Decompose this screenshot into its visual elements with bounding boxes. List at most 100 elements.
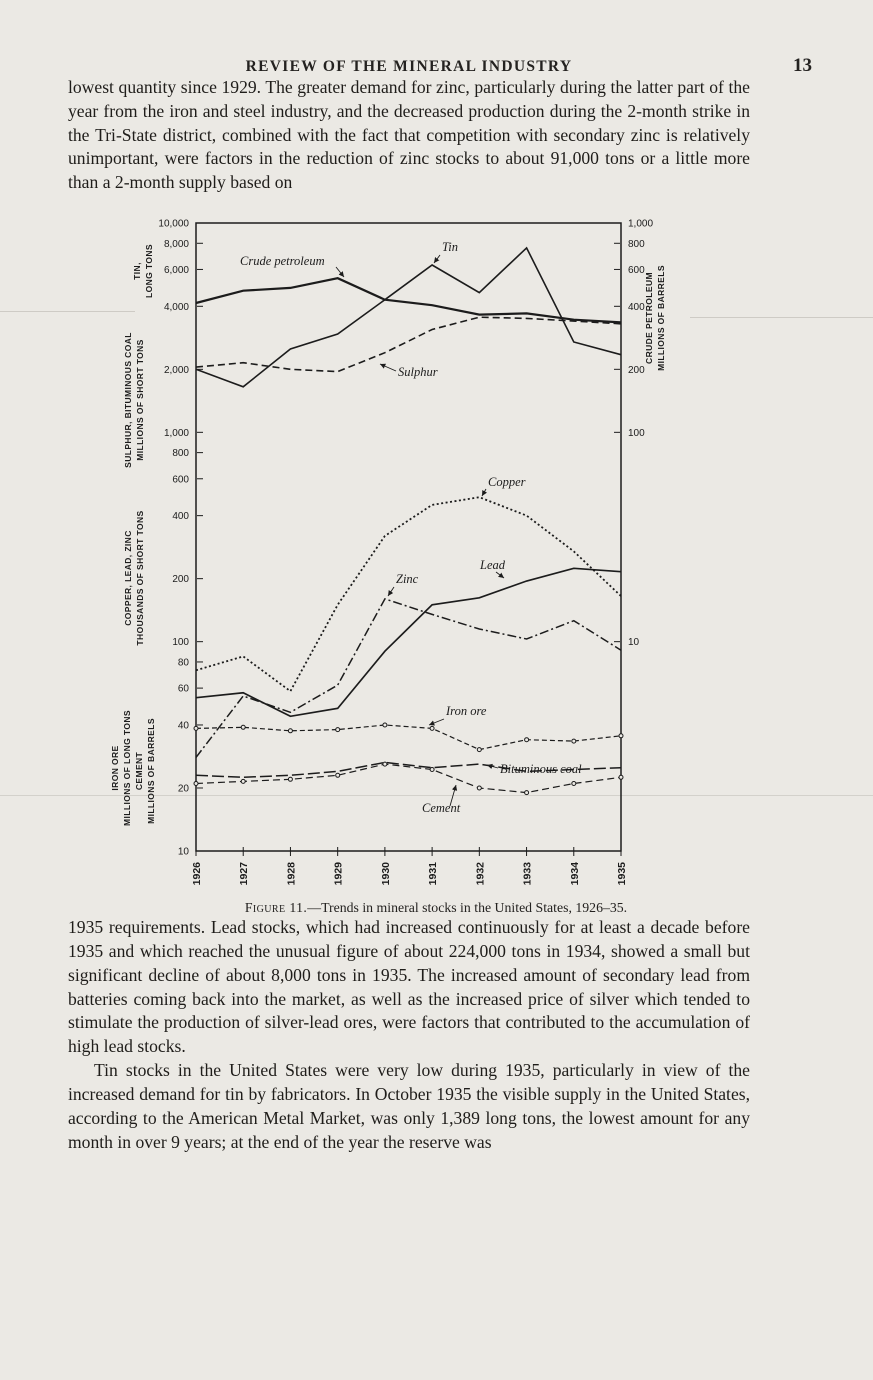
series-marker-cement xyxy=(335,772,341,778)
paragraph-lead-stocks: 1935 requirements. Lead stocks, which ha… xyxy=(68,917,750,1057)
page-content: REVIEW OF THE MINERAL INDUSTRY 13 lowest… xyxy=(68,55,812,1154)
right-axis-tick-label: 800 xyxy=(628,239,645,250)
series-marker-cement xyxy=(476,785,482,791)
x-axis-year-label: 1926 xyxy=(191,862,203,886)
x-axis-year-label: 1934 xyxy=(569,862,581,886)
series-line-iron_ore xyxy=(195,724,622,751)
series-line-cement xyxy=(195,763,622,794)
series-label-bituminous_coal: Bituminous coal xyxy=(500,762,582,776)
series-label-arrow xyxy=(449,785,458,807)
left-axis-tick-label: 8,000 xyxy=(164,239,189,250)
left-axis-tick-label: 10,000 xyxy=(158,219,189,230)
series-line-crude_petroleum xyxy=(195,277,622,324)
series-marker-iron_ore xyxy=(193,726,199,732)
series-label-zinc: Zinc xyxy=(396,572,419,586)
figure-caption-label: Figure 11. xyxy=(244,900,308,916)
scan-artifact-line xyxy=(690,317,873,318)
series-label-arrow xyxy=(335,266,345,278)
axis-unit-label: MILLIONS OF LONG TONS xyxy=(122,710,132,826)
axis-unit-label: SULPHUR, BITUMINOUS COAL xyxy=(123,332,133,468)
series-marker-cement xyxy=(382,761,388,767)
plot-border xyxy=(195,222,622,852)
axis-unit-label: LONG TONS xyxy=(144,244,154,298)
series-marker-iron_ore xyxy=(524,737,530,743)
axis-unit-label: CRUDE PETROLEUM xyxy=(644,272,654,364)
right-axis-tick-label: 600 xyxy=(628,265,645,276)
series-marker-iron_ore xyxy=(618,733,624,739)
left-axis-tick-label: 200 xyxy=(172,574,189,585)
figure-caption-text: —Trends in mineral stocks in the United … xyxy=(307,900,628,916)
left-axis-tick-label: 6,000 xyxy=(164,265,189,276)
series-marker-iron_ore xyxy=(571,738,577,744)
right-axis-tick-label: 1,000 xyxy=(628,219,653,230)
left-axis-tick-label: 100 xyxy=(172,637,189,648)
series-line-tin xyxy=(195,246,622,388)
series-line-zinc xyxy=(195,598,622,758)
left-axis-tick-label: 80 xyxy=(178,658,190,669)
left-axis-tick-label: 800 xyxy=(172,448,189,459)
left-axis-tick-label: 20 xyxy=(178,784,190,795)
axis-unit-label: COPPER, LEAD, ZINC xyxy=(123,530,133,626)
figure-chart-svg: 10,000 8,000 6,000 4,000 2,000 1,000 800 600 400… xyxy=(110,219,666,886)
series-line-copper xyxy=(195,496,622,693)
left-axis-tick-label: 600 xyxy=(172,474,189,485)
series-label-crude_petroleum: Crude petroleum xyxy=(240,254,325,268)
x-axis-year-label: 1928 xyxy=(285,862,297,886)
series-label-lead: Lead xyxy=(479,558,506,572)
series-label-arrow xyxy=(387,586,395,597)
left-axis-tick-label: 2,000 xyxy=(164,365,189,376)
series-label-arrow xyxy=(486,763,499,770)
series-marker-cement xyxy=(429,767,435,773)
left-axis-tick-label: 10 xyxy=(178,847,190,858)
x-axis-year-label: 1927 xyxy=(238,862,250,886)
series-line-lead xyxy=(195,567,622,718)
page-number: 13 xyxy=(793,55,812,76)
scan-artifact-line xyxy=(0,795,873,796)
x-axis-year-label: 1929 xyxy=(333,862,345,886)
series-marker-iron_ore xyxy=(240,724,246,730)
right-axis-tick-label: 10 xyxy=(628,637,640,648)
scan-artifact-line xyxy=(0,311,135,312)
left-axis-tick-label: 60 xyxy=(178,684,190,695)
series-marker-cement xyxy=(618,774,624,780)
series-marker-iron_ore xyxy=(287,728,293,734)
left-axis-tick-label: 4,000 xyxy=(164,302,189,313)
axis-unit-label: TIN, xyxy=(132,262,142,280)
series-marker-iron_ore xyxy=(429,726,435,732)
axis-unit-label: MILLIONS OF BARRELS xyxy=(656,265,666,371)
x-axis-year-label: 1932 xyxy=(474,862,486,886)
paragraph-zinc-stocks: lowest quantity since 1929. The greater … xyxy=(68,77,750,193)
series-label-iron_ore: Iron ore xyxy=(445,704,487,718)
series-line-bituminous_coal xyxy=(195,761,622,779)
paragraph-tin-stocks: Tin stocks in the United States were ver… xyxy=(68,1060,750,1152)
page-title: REVIEW OF THE MINERAL INDUSTRY xyxy=(245,58,573,75)
series-line-sulphur xyxy=(195,316,622,373)
series-label-arrow xyxy=(433,254,441,264)
right-axis-tick-label: 400 xyxy=(628,302,645,313)
axis-unit-label: THOUSANDS OF SHORT TONS xyxy=(135,511,145,646)
series-label-tin: Tin xyxy=(442,240,458,254)
series-marker-iron_ore xyxy=(335,727,341,733)
x-axis-year-label: 1931 xyxy=(427,862,439,886)
figure-chart: 10,000 8,000 6,000 4,000 2,000 1,000 800 600 400… xyxy=(96,215,776,916)
series-label-arrow xyxy=(481,488,488,497)
series-label-sulphur: Sulphur xyxy=(398,365,438,379)
series-marker-cement xyxy=(524,790,530,796)
figure-caption: Figure 11.—Trends in mineral stocks in t… xyxy=(96,900,776,916)
series-label-arrow xyxy=(379,363,397,372)
series-marker-cement xyxy=(240,779,246,785)
series-marker-cement xyxy=(287,776,293,782)
left-axis-tick-label: 1,000 xyxy=(164,428,189,439)
x-axis-year-label: 1930 xyxy=(380,862,392,886)
x-axis-year-label: 1935 xyxy=(616,862,628,886)
series-label-cement: Cement xyxy=(422,801,461,815)
series-marker-cement xyxy=(193,781,199,787)
axis-unit-label: MILLIONS OF BARRELS xyxy=(146,718,156,824)
right-axis-tick-label: 200 xyxy=(628,365,645,376)
series-marker-iron_ore xyxy=(382,722,388,728)
right-axis-tick-label: 100 xyxy=(628,428,645,439)
series-label-copper: Copper xyxy=(488,475,526,489)
left-axis-tick-label: 40 xyxy=(178,721,190,732)
series-marker-cement xyxy=(571,781,577,787)
